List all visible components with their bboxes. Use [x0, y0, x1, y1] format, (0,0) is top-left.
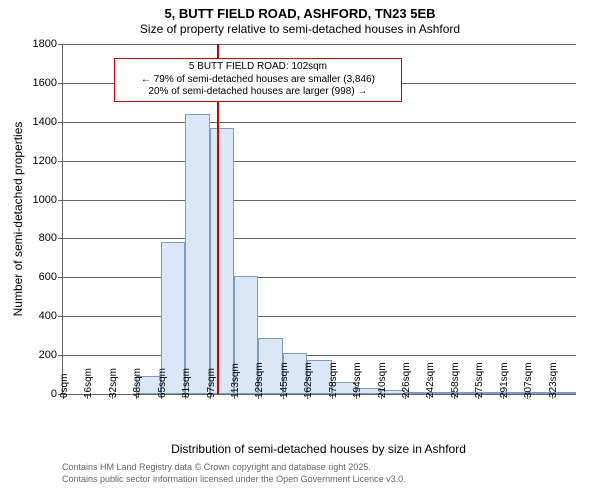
ytick-label: 400	[39, 310, 57, 322]
xtick-label: 129sqm	[254, 362, 265, 398]
xtick-label: 210sqm	[377, 362, 388, 398]
x-axis-label: Distribution of semi-detached houses by …	[62, 442, 575, 456]
ytick-label: 1000	[33, 194, 57, 206]
chart-title: 5, BUTT FIELD ROAD, ASHFORD, TN23 5EB	[0, 6, 600, 21]
chart-container: 5, BUTT FIELD ROAD, ASHFORD, TN23 5EB Si…	[0, 0, 600, 500]
xtick-label: 275sqm	[474, 362, 485, 398]
ytick-mark	[58, 44, 63, 45]
ytick-mark	[58, 122, 63, 123]
xtick-label: 32sqm	[108, 368, 119, 398]
chart-subtitle: Size of property relative to semi-detach…	[0, 22, 600, 36]
ytick-label: 0	[51, 388, 57, 400]
xtick-label: 65sqm	[157, 368, 168, 398]
xtick-label: 113sqm	[230, 363, 241, 398]
ytick-label: 1400	[33, 116, 57, 128]
xtick-label: 162sqm	[303, 362, 314, 398]
xtick-label: 194sqm	[352, 362, 363, 398]
xtick-label: 242sqm	[425, 362, 436, 398]
gridline	[63, 355, 576, 356]
xtick-label: 0sqm	[59, 374, 70, 398]
xtick-label: 323sqm	[548, 362, 559, 398]
annotation-line-3: 20% of semi-detached houses are larger (…	[119, 86, 396, 99]
annotation-line-1: 5 BUTT FIELD ROAD: 102sqm	[119, 61, 396, 74]
xtick-label: 145sqm	[279, 362, 290, 398]
gridline	[63, 161, 576, 162]
gridline	[63, 238, 576, 239]
ytick-label: 1600	[33, 77, 57, 89]
xtick-label: 291sqm	[499, 362, 510, 398]
xtick-label: 178sqm	[328, 362, 339, 398]
footer-line-1: Contains HM Land Registry data © Crown c…	[62, 462, 371, 472]
ytick-mark	[58, 83, 63, 84]
gridline	[63, 200, 576, 201]
y-axis-label: Number of semi-detached properties	[11, 122, 25, 317]
xtick-label: 16sqm	[83, 368, 94, 398]
xtick-label: 258sqm	[450, 362, 461, 398]
ytick-label: 200	[39, 349, 57, 361]
ytick-mark	[58, 316, 63, 317]
ytick-mark	[58, 161, 63, 162]
ytick-mark	[58, 200, 63, 201]
gridline	[63, 316, 576, 317]
annotation-box: 5 BUTT FIELD ROAD: 102sqm← 79% of semi-d…	[114, 58, 401, 102]
gridline	[63, 122, 576, 123]
xtick-label: 307sqm	[523, 362, 534, 398]
xtick-label: 226sqm	[401, 362, 412, 398]
histogram-bar	[185, 114, 209, 394]
footer-line-2: Contains public sector information licen…	[62, 474, 406, 484]
annotation-line-2: ← 79% of semi-detached houses are smalle…	[119, 74, 396, 87]
xtick-label: 48sqm	[132, 368, 143, 398]
ytick-label: 800	[39, 232, 57, 244]
xtick-label: 81sqm	[181, 368, 192, 398]
ytick-mark	[58, 355, 63, 356]
gridline	[63, 44, 576, 45]
ytick-label: 1800	[33, 38, 57, 50]
histogram-bar	[210, 128, 234, 394]
ytick-mark	[58, 238, 63, 239]
plot-area: 0200400600800100012001400160018000sqm16s…	[62, 44, 576, 395]
ytick-label: 600	[39, 271, 57, 283]
gridline	[63, 277, 576, 278]
ytick-mark	[58, 277, 63, 278]
ytick-label: 1200	[33, 155, 57, 167]
xtick-label: 97sqm	[206, 368, 217, 398]
